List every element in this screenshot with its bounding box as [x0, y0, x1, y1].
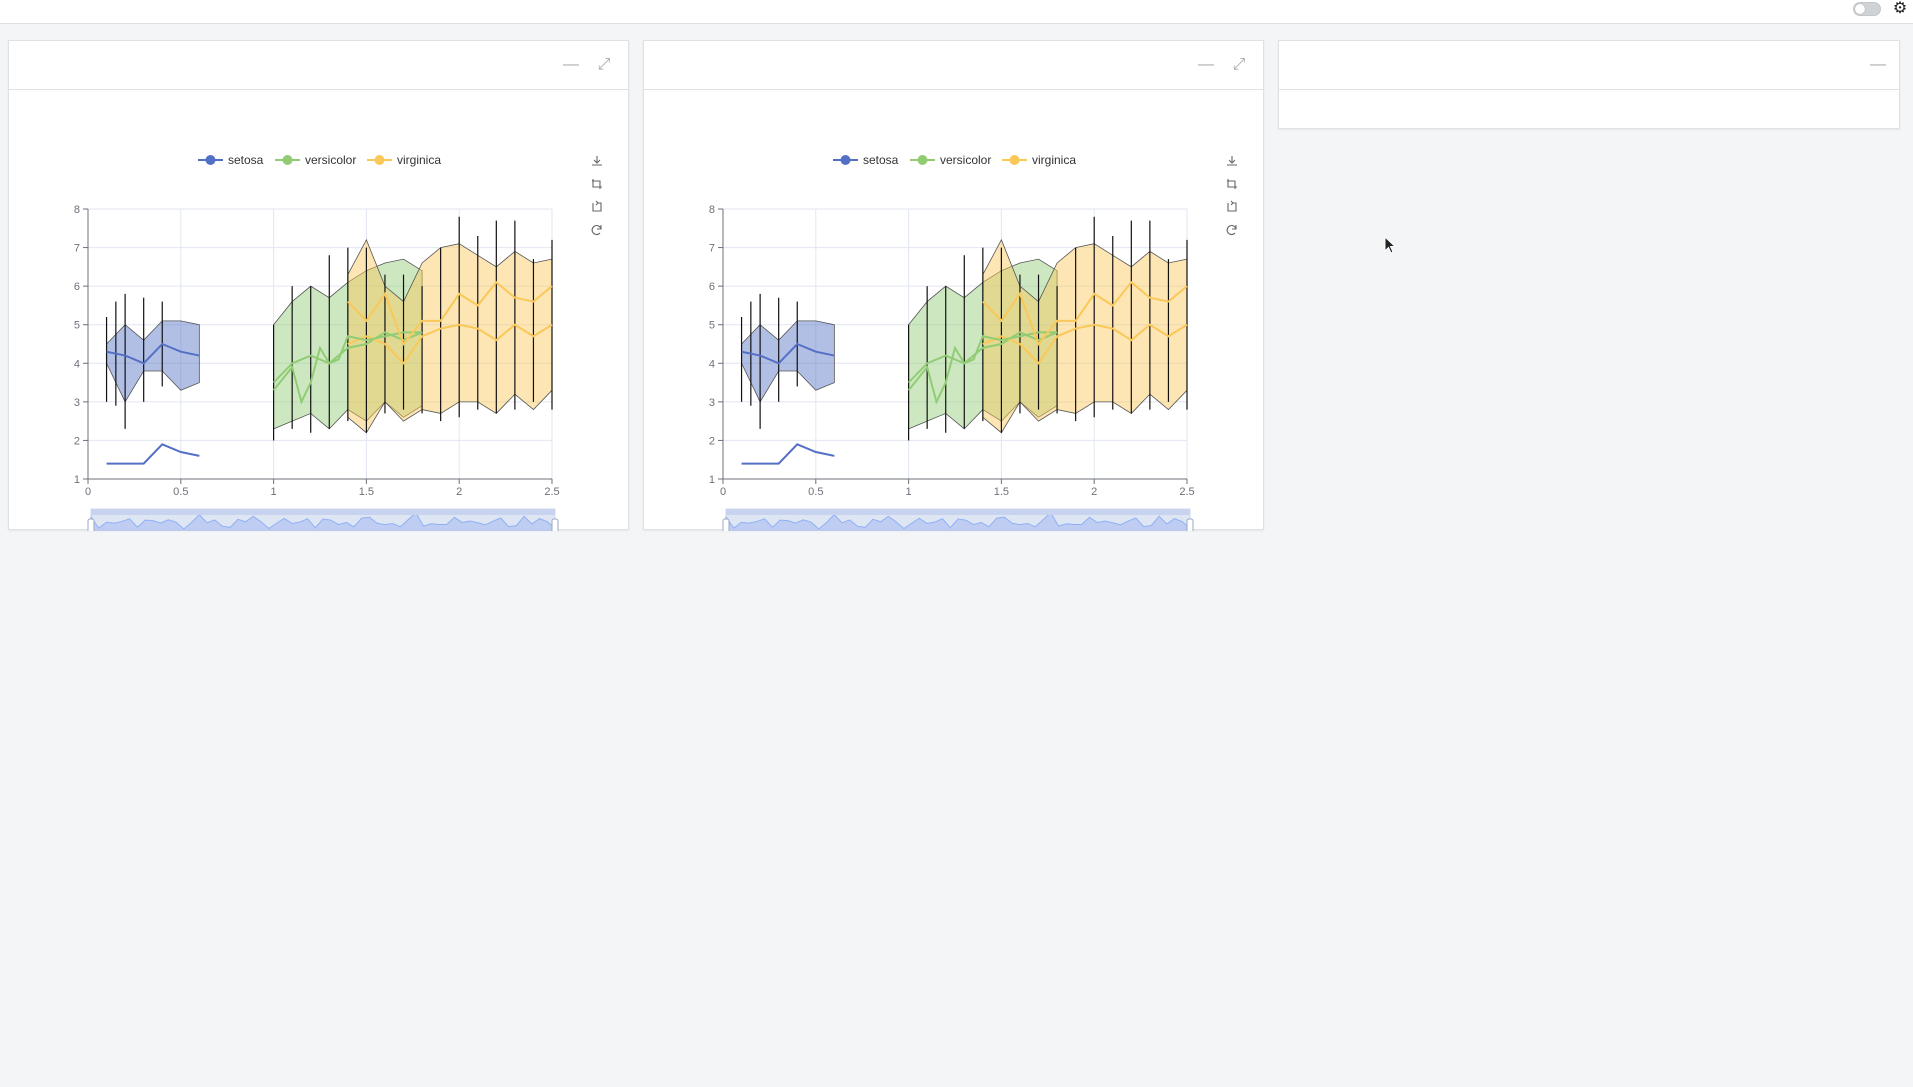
datazoom-top-bar	[91, 509, 555, 515]
x-tick-label: 2.5	[544, 486, 559, 498]
datazoom-handle-right[interactable]	[1186, 518, 1194, 531]
y-tick-label: 7	[74, 243, 80, 255]
minimize-icon[interactable]: —	[1870, 56, 1886, 73]
restore-icon[interactable]	[591, 225, 602, 236]
minimize-icon[interactable]: —	[563, 56, 579, 73]
x-tick-label: 2	[456, 486, 462, 498]
panel-header: — ⤢	[644, 41, 1263, 90]
top-bar: ⚙	[0, 0, 1913, 24]
band-setosa	[106, 320, 200, 403]
legend-label-versicolor: versicolor	[305, 153, 356, 167]
theme-toggle[interactable]	[1853, 2, 1881, 16]
series-line-versicolor	[907, 331, 1058, 405]
x-tick-label: 0.5	[173, 486, 188, 498]
legend-marker-versicolor	[282, 155, 293, 165]
y-tick-label: 2	[709, 435, 715, 447]
zoom-reset-icon[interactable]	[592, 200, 602, 212]
zoom-reset-icon[interactable]	[1227, 200, 1237, 212]
x-tick-label: 0	[720, 486, 726, 498]
series-line-virginica	[982, 280, 1188, 347]
toolbox	[591, 156, 602, 236]
y-tick-label: 8	[709, 204, 715, 216]
panel-header: —	[1279, 41, 1899, 90]
center-line-virginica	[982, 323, 1188, 365]
center-line-versicolor	[907, 331, 1058, 384]
datazoom-preview	[725, 511, 1191, 531]
datazoom-handle-left[interactable]	[87, 518, 95, 531]
zoom-select-icon[interactable]	[592, 179, 602, 189]
x-tick-label: 0.5	[808, 486, 823, 498]
legend-label-setosa: setosa	[863, 153, 899, 167]
legend-label-setosa: setosa	[228, 153, 264, 167]
x-tick-label: 2.5	[1179, 486, 1194, 498]
iris-chart: 0 0.5 1 1.5 2 2.5 1 2 3 4 5 6 7 8 setosa versicolor virg…	[709, 153, 1237, 531]
x-tick-label: 0	[85, 486, 91, 498]
y-tick-label: 7	[709, 243, 715, 255]
legend-label-versicolor: versicolor	[940, 153, 991, 167]
legend-marker-virginica	[374, 155, 385, 165]
y-tick-label: 3	[74, 397, 80, 409]
series-line-setosa	[741, 443, 835, 465]
legend-label-virginica: virginica	[397, 153, 441, 167]
datazoom-preview	[90, 511, 556, 531]
series-line-versicolor	[272, 331, 423, 405]
legend-marker-virginica	[1009, 155, 1020, 165]
minimize-icon[interactable]: —	[1198, 56, 1214, 73]
center-line-setosa	[106, 342, 200, 365]
download-icon[interactable]	[592, 156, 602, 166]
datazoom-handle-left[interactable]	[722, 518, 730, 531]
band-setosa	[741, 320, 835, 403]
y-tick-label: 2	[74, 435, 80, 447]
x-tick-label: 1.5	[994, 486, 1009, 498]
gear-icon[interactable]: ⚙	[1892, 0, 1908, 17]
legend-marker-setosa	[205, 155, 216, 165]
legend-marker-setosa	[840, 155, 851, 165]
x-tick-label: 2	[1091, 486, 1097, 498]
chart-panel-1: — ⤢ 0 0.5 1 1.5 2 2.5 1 2 3 4 5 6 7 8 setosa versicolor…	[8, 40, 629, 531]
toggle-knob	[1855, 4, 1865, 14]
y-tick-label: 5	[74, 320, 80, 332]
restore-icon[interactable]	[1226, 225, 1237, 236]
toolbox	[1226, 156, 1237, 236]
x-tick-label: 1	[906, 486, 912, 498]
y-tick-label: 4	[709, 358, 715, 370]
expand-icon[interactable]: ⤢	[1232, 56, 1246, 73]
center-line-setosa	[741, 342, 835, 365]
legend-marker-versicolor	[917, 155, 928, 165]
y-tick-label: 6	[74, 281, 80, 293]
legend-label-virginica: virginica	[1032, 153, 1076, 167]
center-line-versicolor	[272, 331, 423, 384]
x-tick-label: 1.5	[359, 486, 374, 498]
panel-header: — ⤢	[9, 41, 628, 90]
expand-icon[interactable]: ⤢	[597, 56, 611, 73]
datazoom-handle-right[interactable]	[551, 518, 559, 531]
y-tick-label: 4	[74, 358, 80, 370]
empty-panel: —	[1278, 40, 1900, 129]
center-line-virginica	[347, 323, 553, 365]
download-icon[interactable]	[1227, 156, 1237, 166]
y-tick-label: 6	[709, 281, 715, 293]
zoom-select-icon[interactable]	[1227, 179, 1237, 189]
iris-chart: 0 0.5 1 1.5 2 2.5 1 2 3 4 5 6 7 8 setosa versicolor virg…	[74, 153, 602, 531]
series-line-virginica	[347, 280, 553, 347]
y-tick-label: 5	[709, 320, 715, 332]
x-tick-label: 1	[271, 486, 277, 498]
datazoom-top-bar	[726, 509, 1190, 515]
y-tick-label: 3	[709, 397, 715, 409]
y-tick-label: 1	[709, 474, 715, 486]
series-line-setosa	[106, 443, 200, 465]
datazoom-slider	[87, 508, 559, 531]
mouse-cursor	[1384, 236, 1397, 254]
datazoom-slider	[722, 508, 1194, 531]
y-tick-label: 1	[74, 474, 80, 486]
y-tick-label: 8	[74, 204, 80, 216]
chart-panel-2: — ⤢ 0 0.5 1 1.5 2 2.5 1 2 3 4 5 6 7 8 setosa versicolor…	[643, 40, 1264, 531]
